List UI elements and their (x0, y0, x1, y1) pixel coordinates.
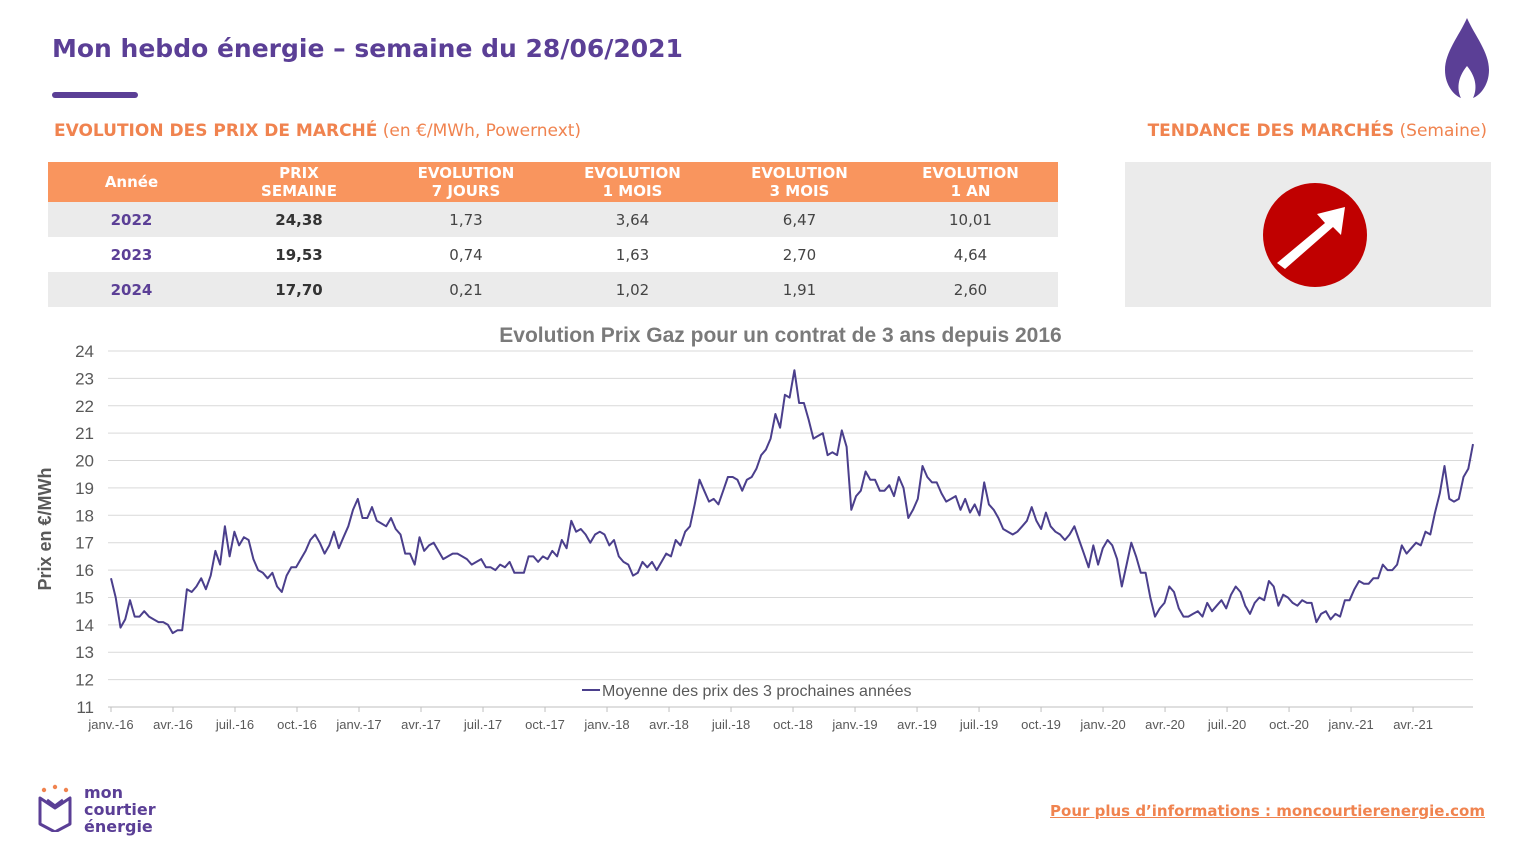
legend-label: Moyenne des prix des 3 prochaines années (602, 683, 912, 700)
evo-7j-cell: 1,73 (383, 202, 549, 237)
y-tick-label: 22 (75, 397, 94, 416)
price-cell: 24,38 (215, 202, 383, 237)
evo-1a-cell: 2,60 (883, 272, 1058, 307)
column-header-evo-3m: EVOLUTION 3 MOIS (716, 162, 883, 202)
x-tick-label: janv.-17 (335, 717, 381, 732)
x-tick-label: juil.-19 (959, 717, 998, 732)
market-price-table: Année PRIX SEMAINE EVOLUTION 7 JOURS EVOLU… (48, 162, 1058, 307)
page-title: Mon hebdo énergie – semaine du 28/06/202… (52, 34, 683, 63)
y-tick-label: 14 (75, 616, 94, 635)
trend-title-period: (Semaine) (1394, 121, 1487, 141)
price-cell: 17,70 (215, 272, 383, 307)
year-cell: 2022 (48, 202, 215, 237)
y-axis-title: Prix en €/MWh (35, 467, 55, 590)
price-cell: 19,53 (275, 245, 323, 264)
website-link[interactable]: Pour plus d’informations : moncourtieren… (1050, 802, 1485, 820)
x-tick-label: oct.-17 (525, 717, 565, 732)
y-tick-label: 13 (75, 643, 94, 662)
x-tick-label: juil.-18 (711, 717, 750, 732)
x-tick-label: avr.-21 (1393, 717, 1433, 732)
evo-1a-cell: 10,01 (883, 202, 1058, 237)
y-tick-label: 17 (75, 534, 94, 553)
evo-3m-cell: 2,70 (782, 245, 817, 264)
evo-7j-cell: 0,21 (383, 272, 549, 307)
x-tick-label: janv.-19 (831, 717, 877, 732)
trend-title-bold: TENDANCE DES MARCHÉS (1147, 121, 1395, 141)
x-tick-label: oct.-20 (1269, 717, 1309, 732)
table-row: 2024 17,70 0,21 1,02 1,91 2,60 (48, 272, 1058, 307)
table-row: 2023 19,53 0,74 1,63 2,70 4,64 (48, 237, 1058, 272)
flame-icon (1445, 18, 1489, 98)
x-tick-label: juil.-17 (463, 717, 502, 732)
market-title-bold: EVOLUTION DES PRIX DE MARCHÉ (54, 121, 378, 141)
x-tick-label: avr.-16 (153, 717, 193, 732)
x-tick-label: janv.-16 (87, 717, 133, 732)
evo-3m-cell: 1,91 (716, 272, 883, 307)
column-header-evo-7j: EVOLUTION 7 JOURS (383, 162, 549, 202)
column-header-year: Année (48, 162, 215, 202)
y-tick-label: 11 (76, 698, 94, 717)
x-tick-label: janv.-20 (1079, 717, 1125, 732)
evo-1a-cell: 4,64 (953, 245, 988, 264)
brand-logo: mon courtier énergie (36, 784, 156, 835)
year-cell: 2024 (48, 272, 215, 307)
column-header-evo-1m: EVOLUTION 1 MOIS (549, 162, 716, 202)
market-title-unit: (en €/MWh, Powernext) (377, 121, 582, 141)
x-tick-label: oct.-18 (773, 717, 813, 732)
x-tick-label: janv.-21 (1327, 717, 1373, 732)
logo-text-line: courtier (84, 800, 156, 819)
x-tick-label: oct.-16 (277, 717, 317, 732)
table-row: 2022 24,38 1,73 3,64 6,47 10,01 (48, 202, 1058, 237)
year-cell: 2023 (110, 245, 153, 264)
series-line (110, 369, 1474, 635)
x-tick-label: avr.-20 (1145, 717, 1185, 732)
x-tick-label: juil.-20 (1207, 717, 1246, 732)
market-section-title: EVOLUTION DES PRIX DE MARCHÉ (en €/MWh, … (54, 121, 581, 141)
y-tick-label: 24 (75, 342, 94, 361)
x-tick-label: janv.-18 (583, 717, 629, 732)
y-tick-label: 19 (75, 479, 94, 498)
chart-title: Evolution Prix Gaz pour un contrat de 3 … (499, 324, 1061, 347)
title-underline (52, 92, 138, 98)
y-tick-label: 12 (75, 671, 94, 690)
trend-section-title: TENDANCE DES MARCHÉS (Semaine) (1148, 121, 1487, 141)
x-tick-label: avr.-17 (401, 717, 441, 732)
x-tick-label: avr.-19 (897, 717, 937, 732)
arrow-up-right-icon (1263, 183, 1367, 287)
evo-1m-cell: 1,63 (615, 245, 650, 264)
y-tick-label: 23 (75, 369, 94, 388)
x-tick-label: juil.-16 (215, 717, 254, 732)
evo-1m-cell: 1,02 (549, 272, 716, 307)
logo-text-line: énergie (84, 817, 153, 836)
column-header-evo-1a: EVOLUTION 1 AN (883, 162, 1058, 202)
y-tick-label: 21 (75, 424, 94, 443)
y-tick-label: 16 (75, 561, 94, 580)
logo-wordmark: mon courtier énergie (84, 784, 156, 835)
evo-3m-cell: 6,47 (716, 202, 883, 237)
logo-text-line: mon (84, 783, 124, 802)
y-tick-label: 20 (75, 452, 94, 471)
column-header-price: PRIX SEMAINE (215, 162, 383, 202)
trend-panel (1125, 162, 1491, 307)
house-heart-icon (38, 784, 72, 832)
y-tick-label: 15 (75, 588, 94, 607)
x-tick-label: avr.-18 (649, 717, 689, 732)
x-tick-label: oct.-19 (1021, 717, 1061, 732)
evo-7j-cell: 0,74 (449, 245, 483, 264)
gas-price-chart: Evolution Prix Gaz pour un contrat de 3 … (35, 324, 1474, 732)
table-header-row: Année PRIX SEMAINE EVOLUTION 7 JOURS EVOLU… (48, 162, 1058, 202)
evo-1m-cell: 3,64 (549, 202, 716, 237)
y-tick-label: 18 (75, 506, 94, 525)
